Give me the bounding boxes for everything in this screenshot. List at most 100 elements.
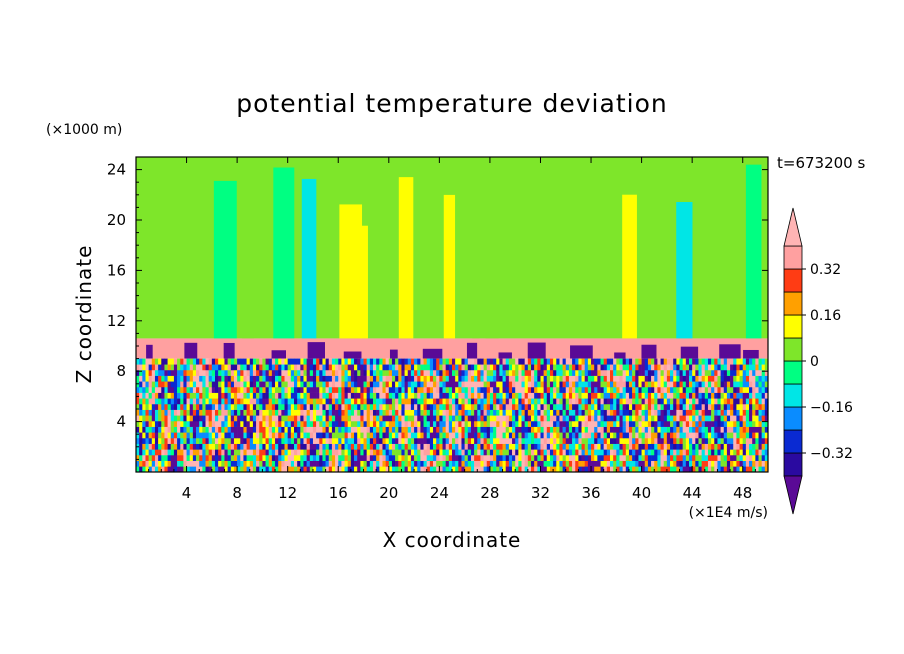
turbulence-cell (755, 369, 759, 376)
turbulence-cell (278, 358, 282, 365)
turbulence-cell (366, 375, 371, 382)
turbulence-cell (243, 364, 247, 371)
turbulence-cell (622, 358, 627, 365)
turbulence-cell (414, 375, 418, 382)
turbulence-cell (483, 460, 488, 467)
turbulence-cell (556, 386, 560, 393)
turbulence-cell (426, 466, 431, 472)
turbulence-cell (464, 443, 469, 450)
turbulence-cell (373, 454, 377, 461)
turbulence-cell (230, 426, 235, 433)
turbulence-cell (758, 437, 762, 444)
turbulence-cell (335, 454, 339, 461)
turbulence-cell (707, 415, 712, 422)
turbulence-cell (543, 449, 548, 456)
turbulence-cell (439, 437, 443, 444)
turbulence-cell (540, 460, 544, 467)
turbulence-cell (350, 432, 355, 439)
turbulence-cell (433, 409, 437, 416)
turbulence-cell (252, 386, 257, 393)
turbulence-cell (180, 415, 184, 422)
turbulence-cell (192, 437, 197, 444)
turbulence-cell (189, 420, 194, 427)
turbulence-cell (622, 437, 627, 444)
turbulence-cell (167, 466, 172, 472)
turbulence-cell (423, 415, 428, 422)
turbulence-cell (436, 369, 440, 376)
turbulence-cell (252, 449, 257, 456)
turbulence-cell (720, 426, 725, 433)
turbulence-cell (167, 409, 172, 416)
turbulence-cell (404, 386, 409, 393)
turbulence-cell (676, 454, 680, 461)
turbulence-cell (452, 460, 456, 467)
turbulence-cell (319, 466, 323, 472)
turbulence-cell (237, 415, 241, 422)
turbulence-cell (521, 409, 525, 416)
turbulence-cell (218, 426, 222, 433)
turbulence-cell (335, 381, 339, 388)
turbulence-cell (591, 403, 595, 410)
turbulence-cell (499, 415, 503, 422)
turbulence-cell (467, 432, 472, 439)
x-tick-label: 36 (581, 484, 600, 502)
turbulence-cell (227, 426, 232, 433)
turbulence-cell (689, 381, 693, 388)
turbulence-cell (455, 398, 459, 405)
turbulence-cell (145, 454, 149, 461)
turbulence-cell (692, 454, 696, 461)
turbulence-cell (470, 443, 475, 450)
turbulence-cell (531, 466, 535, 472)
turbulence-cell (202, 460, 206, 467)
turbulence-cell (139, 398, 143, 405)
turbulence-cell (622, 381, 627, 388)
turbulence-cell (426, 460, 431, 467)
turbulence-cell (452, 454, 456, 461)
turbulence-cell (290, 403, 295, 410)
turbulence-cell (717, 449, 721, 456)
turbulence-cell (644, 358, 649, 365)
turbulence-cell (436, 375, 440, 382)
turbulence-cell (755, 437, 759, 444)
turbulence-cell (388, 386, 393, 393)
turbulence-cell (508, 375, 513, 382)
turbulence-cell (136, 369, 140, 376)
turbulence-cell (464, 398, 469, 405)
turbulence-cell (271, 460, 276, 467)
turbulence-cell (714, 432, 718, 439)
turbulence-cell (278, 392, 282, 399)
turbulence-cell (189, 369, 194, 376)
turbulence-cell (452, 443, 456, 450)
turbulence-cell (161, 403, 165, 410)
turbulence-cell (240, 437, 244, 444)
turbulence-cell (521, 443, 525, 450)
turbulence-cell (154, 420, 159, 427)
turbulence-cell (452, 386, 456, 393)
turbulence-cell (749, 386, 753, 393)
turbulence-cell (644, 454, 649, 461)
turbulence-cell (284, 375, 288, 382)
turbulence-cell (287, 432, 292, 439)
turbulence-cell (527, 398, 532, 405)
turbulence-cell (369, 449, 374, 456)
turbulence-cell (470, 409, 475, 416)
turbulence-cell (654, 449, 658, 456)
turbulence-cell (227, 364, 232, 371)
turbulence-cell (382, 426, 386, 433)
turbulence-cell (294, 415, 298, 422)
turbulence-cell (246, 398, 251, 405)
turbulence-cell (379, 437, 383, 444)
turbulence-cell (398, 449, 402, 456)
turbulence-cell (354, 443, 358, 450)
turbulence-cell (215, 415, 219, 422)
turbulence-cell (464, 460, 469, 467)
turbulence-cell (575, 375, 579, 382)
turbulence-cell (249, 426, 254, 433)
turbulence-cell (328, 392, 333, 399)
turbulence-cell (496, 426, 500, 433)
turbulence-cell (603, 454, 608, 461)
turbulence-cell (527, 460, 532, 467)
turbulence-cell (360, 454, 364, 461)
turbulence-cell (549, 437, 554, 444)
turbulence-cell (246, 375, 251, 382)
